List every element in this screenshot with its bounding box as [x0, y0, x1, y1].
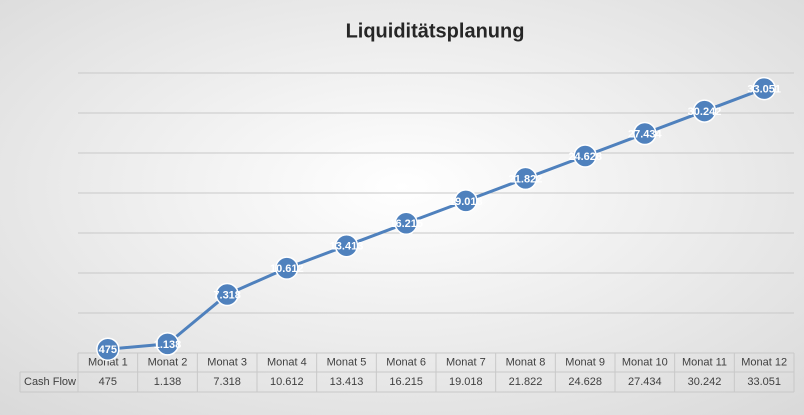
data-label: 33.051	[747, 83, 781, 95]
data-label: 19.018	[449, 196, 483, 208]
table-value: 19.018	[449, 376, 483, 388]
data-label: 1.138	[154, 339, 182, 351]
x-tick-label: Monat 9	[565, 356, 605, 368]
data-label: 13.413	[330, 241, 364, 253]
x-tick-label: Monat 2	[148, 356, 188, 368]
marker	[692, 99, 717, 123]
x-tick-label: Monat 8	[506, 356, 546, 368]
series-name: Cash Flow	[24, 376, 76, 388]
x-tick-label: Monat 5	[327, 356, 367, 368]
x-tick-label: Monat 1	[88, 356, 128, 368]
x-tick-label: Monat 12	[741, 356, 787, 368]
table-value: 33.051	[747, 376, 781, 388]
data-label: 27.434	[628, 128, 663, 140]
data-label: 475	[99, 344, 117, 356]
data-label: 7.318	[213, 289, 241, 301]
marker	[394, 211, 418, 236]
data-label: 10.612	[270, 263, 304, 275]
marker	[633, 121, 657, 146]
marker	[513, 166, 538, 191]
data-label: 24.628	[568, 151, 602, 163]
data-label: 16.215	[389, 218, 423, 230]
marker	[334, 233, 359, 258]
x-tick-label: Monat 6	[386, 356, 426, 368]
x-tick-label: Monat 10	[622, 356, 668, 368]
table-value: 10.612	[270, 376, 304, 388]
table-value: 16.215	[389, 376, 423, 388]
table-value: 27.434	[628, 376, 662, 388]
marker	[155, 332, 180, 356]
table-value: 30.242	[688, 376, 722, 388]
x-tick-label: Monat 3	[207, 356, 247, 368]
table-value: 21.822	[509, 376, 543, 388]
marker	[573, 144, 597, 168]
table-value: 13.413	[330, 376, 364, 388]
x-tick-label: Monat 4	[267, 356, 307, 368]
table-value: 1.138	[154, 376, 182, 388]
data-label: 21.822	[509, 173, 543, 185]
x-tick-label: Monat 7	[446, 356, 486, 368]
marker	[215, 282, 239, 307]
marker	[96, 337, 120, 361]
data-label: 30.242	[688, 106, 722, 118]
chart-title: Liquiditätsplanung	[346, 20, 525, 42]
table-value: 24.628	[568, 376, 602, 388]
marker	[275, 256, 299, 280]
table-value: 7.318	[213, 376, 241, 388]
x-tick-label: Monat 11	[682, 356, 727, 368]
table-value: 475	[99, 376, 117, 388]
marker	[454, 189, 478, 213]
marker	[752, 76, 776, 101]
